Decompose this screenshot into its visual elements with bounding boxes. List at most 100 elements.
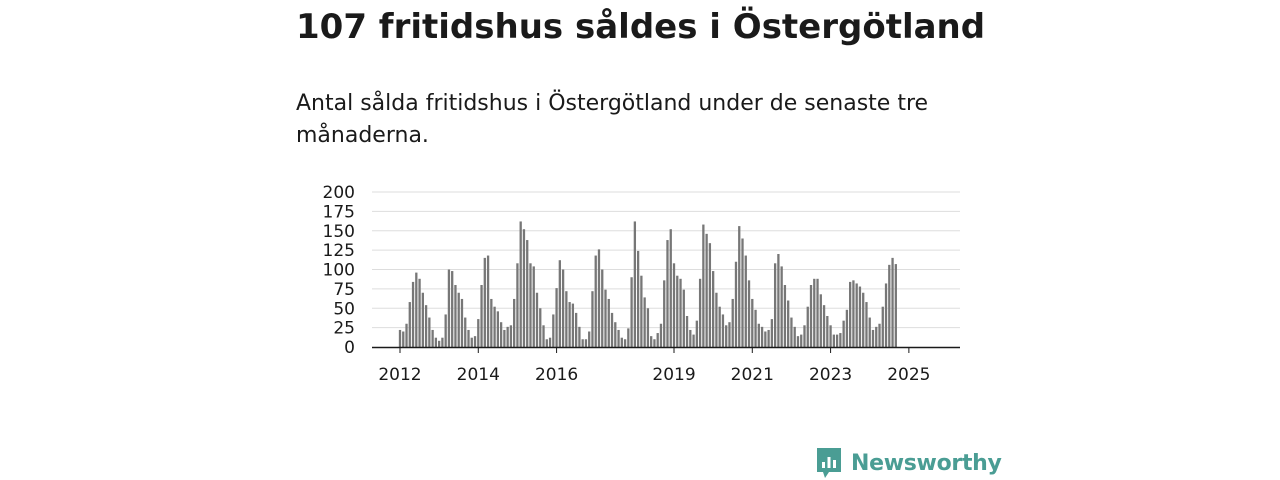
bar [685, 316, 689, 347]
bar [728, 322, 731, 347]
bar [460, 298, 464, 347]
bar [402, 331, 405, 347]
bar [398, 329, 402, 347]
brand-name: Newsworthy [851, 450, 1002, 476]
bar [451, 271, 454, 347]
chart-title: 107 fritidshus såldes i Östergötland [296, 7, 986, 47]
bar [780, 266, 783, 347]
bar [822, 305, 826, 347]
bar [858, 286, 862, 347]
bar [845, 309, 849, 347]
x-axis [372, 346, 960, 353]
bar [565, 291, 568, 347]
x-tick-label: 2016 [535, 365, 578, 385]
bar [571, 303, 575, 347]
bar [888, 264, 891, 347]
bar [865, 302, 868, 347]
bar [767, 329, 770, 347]
y-tick-label: 75 [333, 280, 355, 300]
bar [636, 250, 640, 347]
bar [545, 339, 548, 347]
bar [610, 312, 614, 347]
bar [568, 302, 571, 347]
bar [790, 317, 793, 347]
bar [884, 283, 888, 347]
bar [738, 226, 741, 347]
bar [770, 319, 774, 347]
bar [542, 325, 545, 347]
bar [506, 326, 509, 347]
bar [633, 221, 637, 347]
bar [555, 288, 558, 347]
bar [826, 316, 829, 347]
bar [516, 263, 519, 347]
bar [656, 333, 659, 347]
bar [509, 325, 513, 347]
bar [666, 240, 669, 347]
bar [849, 281, 852, 347]
bar [601, 269, 604, 347]
bars [398, 221, 897, 347]
bar [757, 323, 760, 347]
bar [650, 336, 653, 347]
bar [548, 337, 552, 347]
bar [813, 278, 816, 347]
bar [806, 306, 809, 347]
x-tick-label: 2021 [731, 365, 774, 385]
bar [842, 320, 845, 347]
bar [591, 291, 594, 347]
bar [787, 300, 790, 347]
highlight-value-label: 107 [925, 0, 957, 5]
bar [676, 275, 679, 347]
bar [816, 278, 819, 347]
bar [643, 297, 646, 347]
bar [698, 278, 702, 347]
bar [855, 283, 858, 347]
bar [659, 323, 663, 347]
bar [747, 280, 751, 347]
bar [718, 306, 721, 347]
bar [744, 255, 747, 347]
bar [702, 224, 705, 347]
bar [754, 309, 757, 347]
bar [493, 306, 496, 347]
bar [630, 277, 633, 347]
bar [712, 271, 715, 347]
bar [809, 285, 813, 347]
bar [447, 269, 451, 347]
bar [862, 292, 865, 347]
bar [689, 329, 692, 347]
bar [835, 334, 839, 347]
newsworthy-logo[interactable]: Newsworthy [815, 446, 1002, 480]
bar [653, 339, 656, 347]
gridlines [372, 191, 960, 329]
bar [868, 317, 871, 347]
y-tick-label: 0 [344, 338, 355, 358]
bar [496, 311, 500, 347]
bar [881, 306, 884, 347]
bar [581, 339, 584, 347]
y-tick-label: 150 [323, 222, 355, 242]
bar [875, 326, 878, 347]
bar [695, 320, 698, 347]
x-tick-label: 2025 [887, 365, 930, 385]
bar [793, 326, 796, 347]
bar [441, 337, 444, 347]
bar [692, 334, 695, 347]
bar [411, 281, 415, 347]
bar [535, 292, 539, 347]
bar [669, 229, 672, 347]
bar [672, 263, 676, 347]
bar [503, 329, 506, 347]
bar [522, 229, 526, 347]
bar [623, 339, 627, 347]
bar [721, 314, 725, 347]
bar [584, 339, 588, 347]
bar [457, 292, 460, 347]
bar [839, 333, 842, 347]
bar [640, 275, 643, 347]
bar [499, 322, 503, 347]
bar [705, 233, 708, 347]
